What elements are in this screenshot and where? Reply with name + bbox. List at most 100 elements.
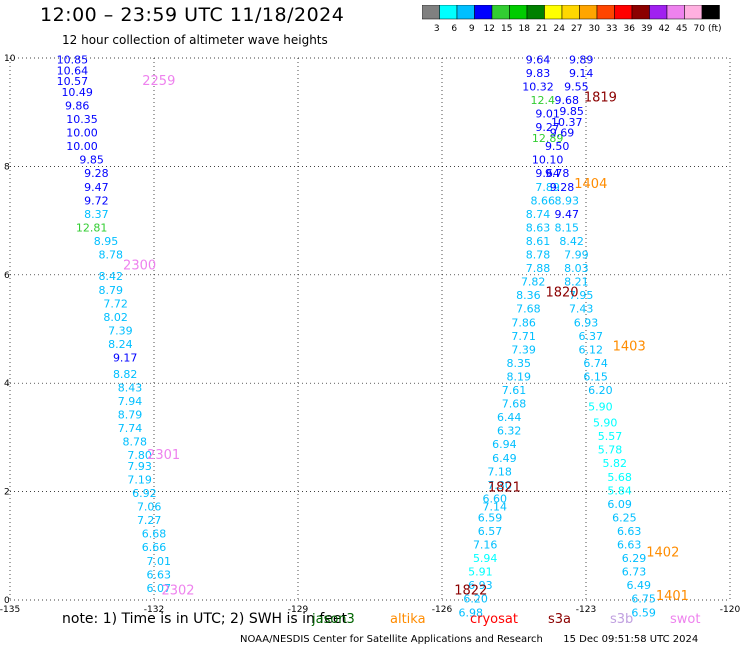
wave-height-value: 6.07: [147, 582, 172, 595]
wave-height-value: 8.93: [555, 194, 580, 207]
wave-height-value: 6.60: [483, 492, 508, 505]
wave-height-value: 8.24: [108, 338, 133, 351]
wave-height-value: 8.78: [526, 249, 551, 262]
track-time-label: 1822: [454, 584, 487, 599]
x-tick-label: -126: [432, 605, 453, 615]
wave-height-value: 8.03: [564, 262, 589, 275]
color-scale-label: 30: [589, 24, 601, 34]
wave-height-value: 9.89: [569, 53, 594, 66]
wave-height-value: 6.49: [492, 452, 517, 465]
x-tick-label: -123: [576, 605, 596, 615]
wave-height-value: 10.00: [66, 127, 98, 140]
wave-height-value: 10.37: [551, 116, 583, 129]
color-scale-label: 3: [434, 24, 440, 34]
wave-height-value: 7.68: [516, 303, 541, 316]
wave-height-value: 6.59: [478, 511, 503, 524]
color-scale-label: 15: [501, 24, 512, 34]
wave-height-value: 7.88: [526, 262, 551, 275]
wave-height-value: 5.82: [603, 457, 628, 470]
wave-height-value: 6.94: [492, 438, 517, 451]
wave-height-value: 9.86: [65, 99, 90, 112]
color-scale-label: 12: [484, 24, 495, 34]
wave-height-value: 8.15: [555, 221, 580, 234]
x-tick-label: -129: [288, 605, 309, 615]
satellite-name-jason3: jason3: [312, 612, 355, 627]
color-scale-label: 18: [519, 24, 531, 34]
wave-height-value: 6.63: [617, 525, 642, 538]
wave-height-value: 9.68: [555, 94, 580, 107]
wave-height-value: 9.55: [564, 81, 589, 94]
wave-height-value: 7.74: [118, 422, 143, 435]
wave-height-value: 9.83: [526, 67, 551, 80]
wave-height-value: 10.57: [57, 75, 89, 88]
wave-height-value: 6.57: [478, 525, 503, 538]
track-time-label: 2302: [161, 584, 194, 599]
y-tick-label: 2: [4, 488, 10, 498]
wave-height-value: 8.19: [507, 370, 532, 383]
wave-height-value: 7.89: [535, 181, 560, 194]
wave-height-value: 7.18: [487, 465, 512, 478]
wave-height-value: 5.84: [607, 484, 632, 497]
satellite-name-swot: swot: [670, 612, 701, 627]
track-time-label: 1821: [488, 481, 521, 496]
wave-height-value: 6.73: [622, 566, 647, 579]
wave-height-value: 8.79: [118, 408, 143, 421]
color-scale-label: 36: [624, 24, 636, 34]
satellite-name-s3b: s3b: [610, 612, 634, 627]
wave-height-value: 6.93: [574, 316, 599, 329]
track-time-label: 2300: [123, 258, 156, 273]
wave-height-value: 7.30: [487, 479, 512, 492]
wave-height-value: 5.57: [598, 430, 623, 443]
y-tick-label: 0: [4, 596, 10, 606]
color-scale-label: 70: [694, 24, 706, 34]
wave-height-value: 8.78: [99, 249, 124, 262]
wave-height-value: 6.63: [147, 568, 172, 581]
page-subtitle: 12 hour collection of altimeter wave hei…: [62, 33, 328, 47]
wave-height-value: 9.28: [84, 167, 109, 180]
color-scale-label: 39: [641, 24, 653, 34]
color-scale-label: 21: [536, 24, 547, 34]
wave-height-value: 7.39: [511, 343, 536, 356]
wave-height-value: 7.61: [502, 384, 527, 397]
wave-height-value: 7.95: [569, 289, 594, 302]
wave-height-value: 6.12: [579, 343, 604, 356]
wave-height-value: 7.19: [127, 473, 152, 486]
wave-height-value: 9.50: [545, 140, 570, 153]
wave-height-value: 9.64: [535, 167, 560, 180]
wave-height-value: 8.74: [526, 208, 551, 221]
wave-height-value: 7.99: [564, 249, 589, 262]
wave-height-value: 5.68: [607, 471, 632, 484]
track-time-label: 1404: [574, 177, 607, 192]
wave-height-value: 8.78: [123, 436, 148, 449]
wave-height-value: 9.69: [550, 127, 575, 140]
track-time-label: 1819: [584, 90, 617, 105]
wave-height-value: 8.21: [564, 276, 589, 289]
wave-height-value: 6.68: [142, 528, 167, 541]
wave-height-value: 10.10: [532, 154, 564, 167]
color-scale-label: 27: [571, 24, 582, 34]
wave-height-value: 9.01: [535, 108, 560, 121]
footer-credit: NOAA/NESDIS Center for Satellite Applica…: [240, 634, 543, 645]
wave-height-value: 8.95: [94, 235, 119, 248]
page-title: 12:00 – 23:59 UTC 11/18/2024: [40, 4, 345, 26]
color-swatch: [701, 5, 720, 20]
wave-height-value: 8.42: [99, 270, 124, 283]
wave-height-value: 8.02: [103, 311, 128, 324]
track-time-label: 1403: [613, 340, 646, 355]
color-scale-label: 6: [451, 24, 457, 34]
y-tick-label: 10: [4, 54, 16, 64]
wave-height-value: 6.37: [579, 330, 604, 343]
wave-height-value: 10.85: [57, 53, 89, 66]
wave-height-value: 9.28: [550, 181, 575, 194]
wave-height-value: 5.91: [468, 566, 493, 579]
x-tick-label: -135: [0, 605, 20, 615]
wave-height-value: 5.90: [593, 417, 618, 430]
wave-height-value: 6.15: [583, 370, 608, 383]
wave-height-value: 6.20: [463, 593, 488, 606]
wave-height-value: 6.20: [588, 384, 613, 397]
track-time-label: 2301: [147, 448, 180, 463]
wave-height-value: 9.47: [555, 208, 580, 221]
wave-height-value: 6.75: [631, 593, 656, 606]
wave-height-value: 7.16: [473, 539, 498, 552]
wave-height-value: 9.72: [84, 194, 109, 207]
